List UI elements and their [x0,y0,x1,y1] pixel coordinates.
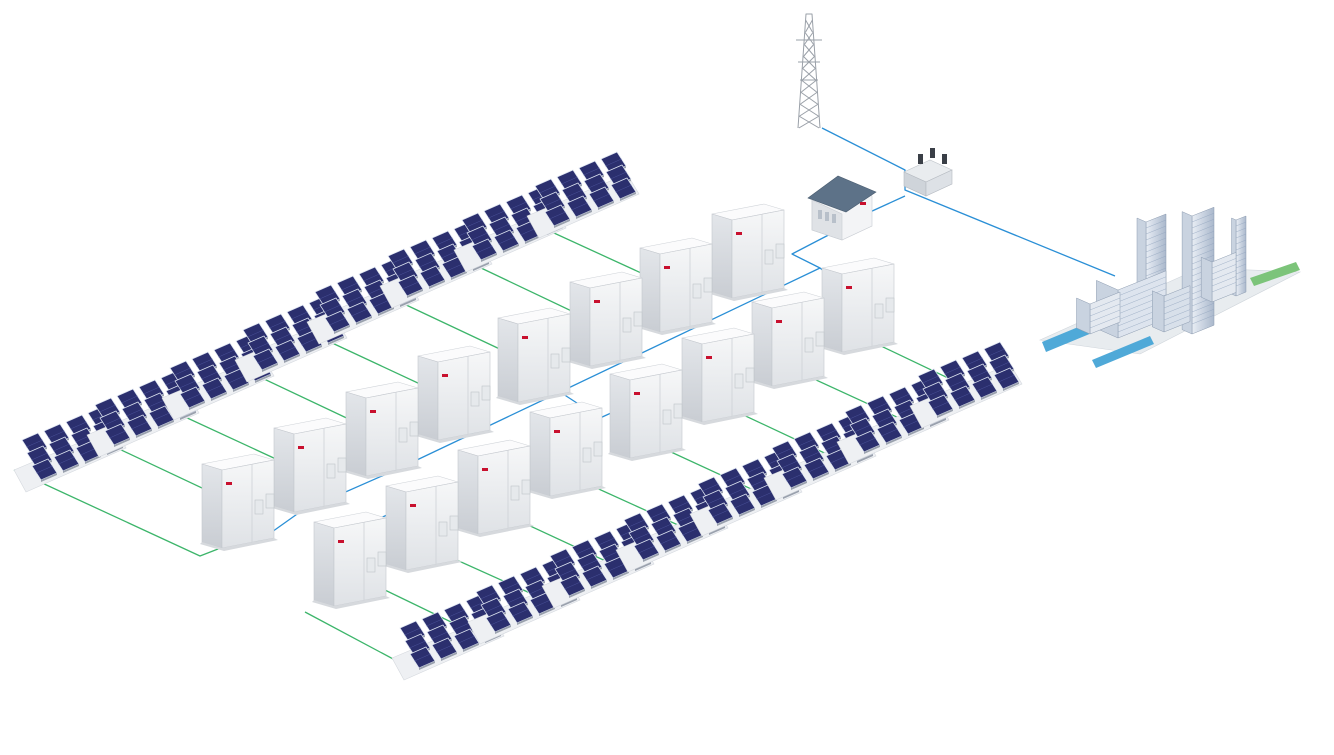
brand-logo-icon [338,540,344,543]
storage-cabinet-5 [416,345,494,443]
storage-cabinet-15 [384,475,462,573]
storage-cabinet-3 [568,271,646,369]
pv-arrays [13,151,1023,681]
storage-cabinet-12 [608,363,686,461]
brand-logo-icon [664,266,670,269]
energy-storage-cabinets [200,203,898,609]
storage-cabinet-11 [680,327,758,425]
house-icon [807,175,877,241]
brand-logo-icon [522,336,528,339]
transformer-icon [903,148,953,197]
solar-panel-array-11 [541,521,655,609]
brand-logo-icon [298,446,304,449]
brand-logo-icon [482,468,488,471]
storage-cabinet-9 [820,257,898,355]
solar-panel-array-8 [526,151,640,239]
city-buildings-icon [1038,206,1302,368]
brand-logo-icon [410,504,416,507]
storage-cabinet-4 [496,307,574,405]
brand-logo-icon [776,320,782,323]
brand-logo-icon [370,410,376,413]
storage-cabinet-2 [638,237,716,335]
storage-cabinet-7 [272,417,350,515]
storage-cabinet-6 [344,381,422,479]
brand-logo-icon [226,482,232,485]
storage-cabinet-8 [200,453,278,551]
brand-logo-icon [634,392,640,395]
transmission-tower-icon [796,13,822,129]
storage-cabinet-10 [750,291,828,389]
storage-cabinet-14 [456,439,534,537]
brand-logo-icon [736,232,742,235]
storage-cabinet-16 [312,511,390,609]
brand-logo-icon [706,356,712,359]
brand-logo-icon [442,374,448,377]
brand-logo-icon [846,286,852,289]
storage-cabinet-1 [710,203,788,301]
brand-logo-icon [594,300,600,303]
brand-logo-icon [554,430,560,433]
solar-panel-array-16 [909,341,1023,429]
storage-cabinet-13 [528,401,606,499]
